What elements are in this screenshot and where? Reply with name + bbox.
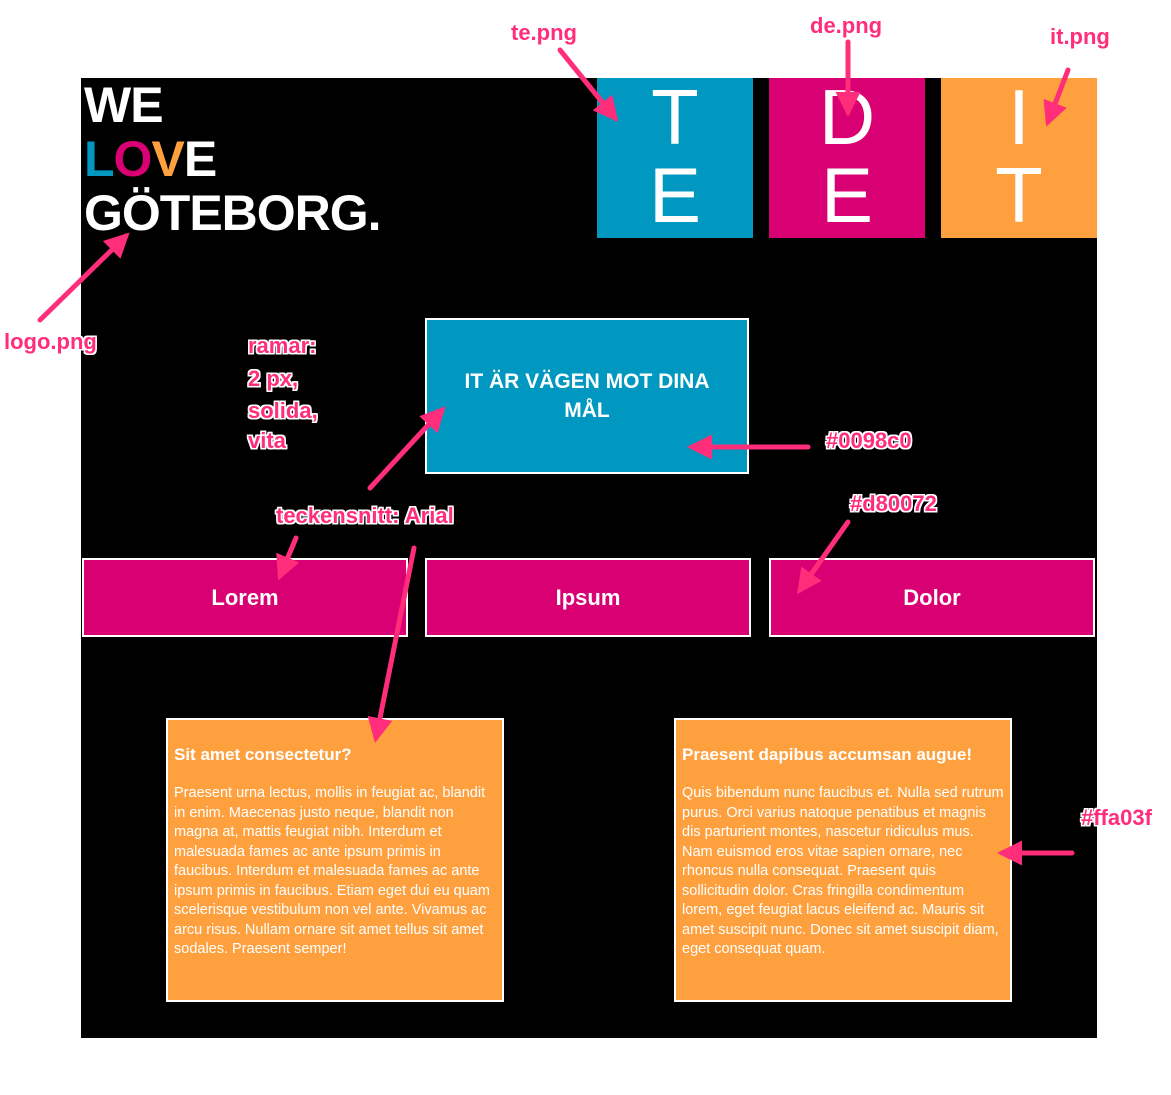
nav-item-ipsum[interactable]: Ipsum [425,558,751,637]
logo-line-2: LOVE [84,132,381,186]
article-card-2: Praesent dapibus accumsan augue! Quis bi… [674,718,1012,1002]
label-article-color: #ffa03f [1081,805,1152,830]
article-title: Praesent dapibus accumsan augue! [682,745,973,764]
tile-te[interactable]: T E [597,78,753,238]
label-frames-3: solida, [248,398,318,423]
logo-letter-o: O [113,131,153,187]
hero-text: IT ÄR VÄGEN MOT DINA MÅL [464,370,710,422]
tile-it-letter-top: I [1008,73,1030,161]
article-card-1: Sit amet consectetur? Praesent urna lect… [166,718,504,1002]
tile-de-letter-top: D [818,73,876,161]
logo-letter-v: V [151,131,184,187]
tile-te-letter-bottom: E [648,151,702,239]
label-it: it.png [1050,24,1110,49]
label-font: teckensnitt: Arial [276,503,454,528]
logo-line-1: WE [84,77,164,133]
logo-letter-l: L [84,131,115,187]
logo-letter-e: E [183,131,217,187]
tile-it[interactable]: I T [941,78,1097,238]
tile-it-letter-bottom: T [995,151,1043,239]
tile-te-letter-top: T [651,73,699,161]
label-frames-2: 2 px, [248,366,299,391]
label-hero-color: #0098c0 [826,428,912,453]
logo-line-3: GÖTEBORG. [84,185,382,241]
label-frames-1: ramar: [248,333,317,358]
article-body: Quis bibendum nunc faucibus et. Nulla se… [682,785,1004,957]
tile-de-letter-bottom: E [820,151,874,239]
hero-box: IT ÄR VÄGEN MOT DINA MÅL [425,318,749,474]
logo[interactable]: WE LOVE GÖTEBORG. [84,77,382,241]
label-de: de.png [810,13,883,38]
label-frames-4: vita [248,428,286,453]
article-body: Praesent urna lectus, mollis in feugiat … [174,785,490,957]
label-te: te.png [511,20,577,45]
nav-item-dolor[interactable]: Dolor [769,558,1095,637]
nav-item-lorem[interactable]: Lorem [82,558,408,637]
article-title: Sit amet consectetur? [174,745,352,764]
tile-de[interactable]: D E [769,78,925,238]
label-nav-color: #d80072 [850,491,937,516]
label-logo: logo.png [4,329,97,354]
